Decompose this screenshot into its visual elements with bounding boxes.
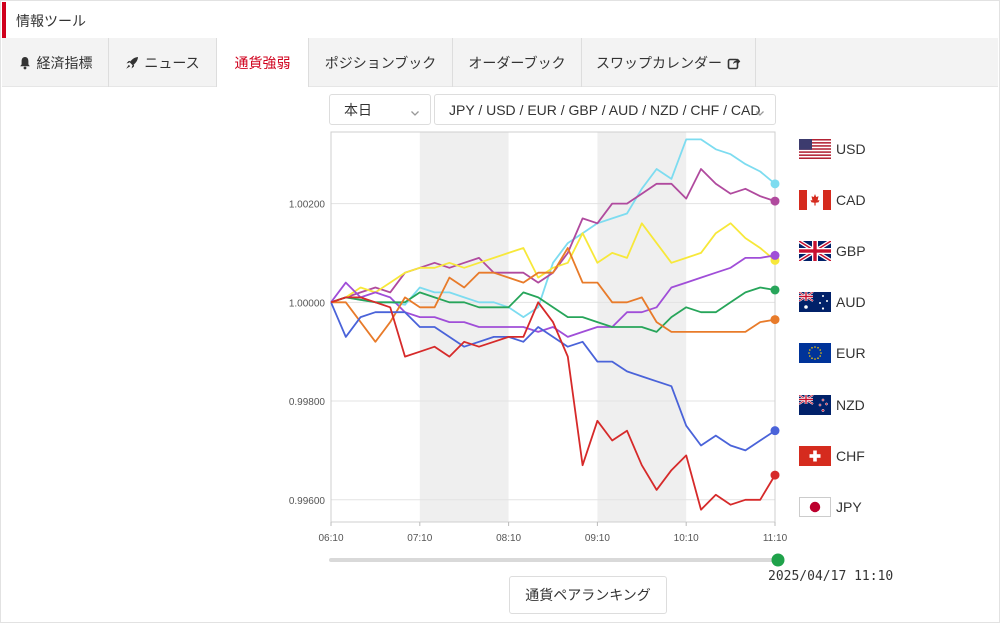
pair-ranking-button[interactable]: 通貨ペアランキング	[509, 576, 667, 614]
y-tick-label: 1.00000	[289, 298, 326, 309]
plot-frame	[330, 131, 776, 523]
series-end-point-chf	[770, 426, 780, 436]
tab-bar: 経済指標 ニュース 通貨強弱 ポジションブック オーダーブック スワップカレンダ…	[2, 38, 998, 88]
legend-label: USD	[836, 141, 866, 157]
tab-label: 通貨強弱	[234, 54, 291, 71]
tab-label: ニュース	[144, 54, 200, 71]
tab-label: 経済指標	[36, 54, 93, 71]
series-end-point-cad	[770, 196, 780, 206]
y-tick-label: 1.00200	[289, 200, 326, 211]
series-line-gbp	[330, 222, 776, 304]
legend-label: GBP	[836, 243, 866, 259]
tab-news[interactable]: ニュース	[109, 38, 217, 87]
new-zealand-flag-icon	[799, 395, 831, 415]
legend-item-cad: CAD	[799, 188, 866, 212]
chevron-down-icon	[410, 105, 420, 116]
x-tick-label: 09:10	[585, 533, 610, 544]
eu-flag-icon	[799, 343, 831, 363]
x-tick-label: 08:10	[496, 533, 521, 544]
us-flag-icon	[799, 139, 831, 159]
series-end-point-aud	[770, 285, 780, 295]
series-line-usd	[330, 138, 776, 319]
title-bar: 情報ツール	[2, 2, 998, 38]
switzerland-flag-icon	[799, 446, 831, 466]
australia-flag-icon	[799, 292, 831, 312]
series-end-point-jpy	[770, 470, 780, 480]
currency-select[interactable]: JPY / USD / EUR / GBP / AUD / NZD / CHF …	[434, 94, 776, 125]
pair-ranking-button-label: 通貨ペアランキング	[525, 587, 651, 603]
legend-label: CHF	[836, 448, 865, 464]
legend-item-gbp: GBP	[799, 239, 866, 263]
x-tick-label: 10:10	[674, 533, 699, 544]
tab-position-book[interactable]: ポジションブック	[309, 38, 453, 87]
series-end-point-nzd	[770, 250, 780, 260]
slider-timestamp: 2025/04/17 11:10	[768, 569, 894, 584]
period-select[interactable]: 本日	[329, 94, 431, 125]
legend-label: NZD	[836, 397, 865, 413]
series-line-eur	[331, 247, 776, 343]
series-line-chf	[330, 301, 776, 452]
tab-label: ポジションブック	[324, 54, 437, 71]
x-tick-label: 06:10	[318, 533, 343, 544]
japan-flag-icon	[799, 497, 831, 517]
period-select-value: 本日	[344, 101, 372, 118]
x-tick-label: 11:10	[763, 533, 788, 544]
tab-label: オーダーブック	[468, 54, 566, 71]
tab-economic-indicators[interactable]: 経済指標	[2, 38, 109, 87]
external-link-icon	[727, 56, 741, 70]
y-tick-label: 0.99800	[289, 397, 326, 408]
series-line-aud	[330, 286, 776, 333]
tab-order-book[interactable]: オーダーブック	[453, 38, 582, 87]
time-slider-handle[interactable]	[771, 553, 785, 567]
tab-label: スワップカレンダー	[596, 54, 722, 71]
series-end-point-eur	[770, 315, 780, 325]
currency-select-value: JPY / USD / EUR / GBP / AUD / NZD / CHF …	[449, 101, 761, 118]
chevron-down-icon	[755, 105, 765, 116]
legend-item-chf: CHF	[799, 444, 865, 468]
legend-label: CAD	[836, 192, 866, 208]
x-tick-label: 07:10	[407, 533, 432, 544]
legend-label: EUR	[836, 345, 866, 361]
legend-item-nzd: NZD	[799, 393, 865, 417]
series-end-point-usd	[770, 179, 780, 189]
series-line-jpy	[330, 296, 776, 511]
legend-item-aud: AUD	[799, 290, 866, 314]
canada-flag-icon	[799, 190, 831, 210]
tab-swap-calendar[interactable]: スワップカレンダー	[582, 38, 756, 87]
legend-item-usd: USD	[799, 137, 866, 161]
bell-icon	[18, 56, 32, 70]
legend-item-eur: EUR	[799, 341, 866, 365]
series-line-cad	[330, 168, 776, 304]
y-tick-label: 0.99600	[289, 496, 326, 507]
rocket-icon	[125, 56, 139, 70]
legend-label: JPY	[836, 499, 862, 515]
page-title: 情報ツール	[16, 13, 86, 29]
tab-currency-strength[interactable]: 通貨強弱	[217, 38, 309, 88]
uk-flag-icon	[799, 241, 831, 261]
legend-label: AUD	[836, 294, 866, 310]
legend-item-jpy: JPY	[799, 495, 862, 519]
